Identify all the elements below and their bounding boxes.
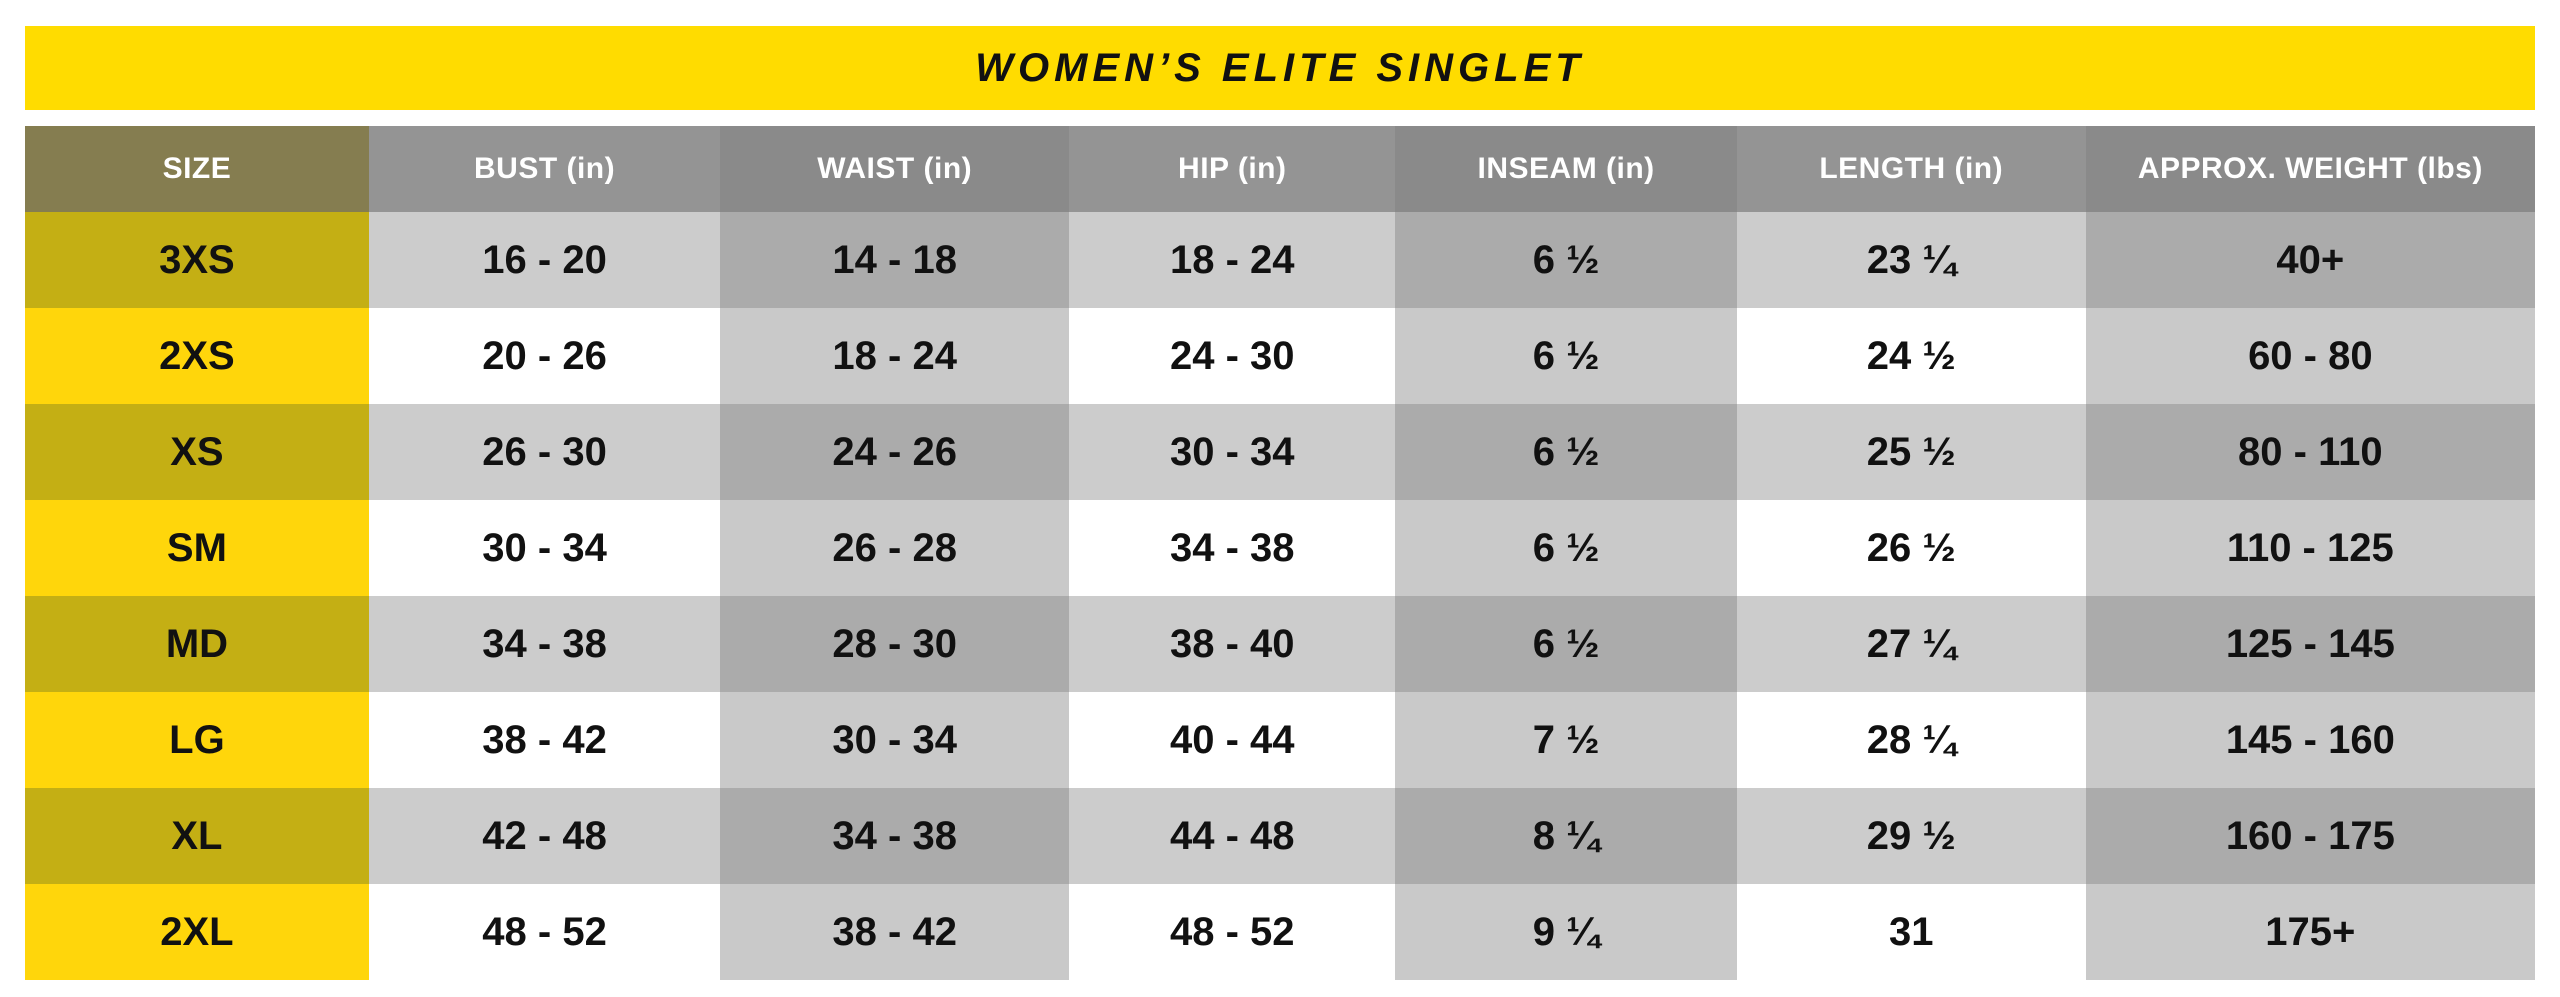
value-cell: 44 - 48 <box>1069 788 1396 884</box>
table-row: MD 34 - 38 28 - 30 38 - 40 6 ½ 27 ¼ 125 - 145 <box>25 596 2535 692</box>
value-cell: 40 - 44 <box>1069 692 1396 788</box>
value-cell: 6 ½ <box>1395 212 1737 308</box>
value-cell: 26 - 30 <box>368 404 721 500</box>
value-cell: 48 - 52 <box>368 884 721 980</box>
value-cell: 34 - 38 <box>720 788 1070 884</box>
header-row: SIZE BUST (in) WAIST (in) HIP (in) INSEAM (i… <box>25 126 2535 212</box>
value-cell: 29 ½ <box>1736 788 2086 884</box>
value-cell: 30 - 34 <box>720 692 1070 788</box>
value-cell: 28 - 30 <box>720 596 1070 692</box>
value-cell: 8 ¼ <box>1395 788 1737 884</box>
value-cell: 30 - 34 <box>1069 404 1396 500</box>
size-cell: 2XS <box>25 308 369 404</box>
size-cell: 3XS <box>25 212 369 308</box>
value-cell: 34 - 38 <box>1069 500 1396 596</box>
value-cell: 28 ¼ <box>1736 692 2086 788</box>
value-cell: 26 ½ <box>1736 500 2086 596</box>
column-header: APPROX. WEIGHT (lbs) <box>2085 126 2535 212</box>
size-cell: XL <box>25 788 369 884</box>
value-cell: 26 - 28 <box>720 500 1070 596</box>
size-cell: LG <box>25 692 369 788</box>
value-cell: 25 ½ <box>1736 404 2086 500</box>
value-cell: 175+ <box>2085 884 2535 980</box>
value-cell: 23 ¼ <box>1736 212 2086 308</box>
value-cell: 24 ½ <box>1736 308 2086 404</box>
size-cell: XS <box>25 404 369 500</box>
value-cell: 6 ½ <box>1395 308 1737 404</box>
value-cell: 60 - 80 <box>2085 308 2535 404</box>
table-row: XS 26 - 30 24 - 26 30 - 34 6 ½ 25 ½ 80 - 110 <box>25 404 2535 500</box>
value-cell: 18 - 24 <box>1069 212 1396 308</box>
page-title: WOMEN’S ELITE SINGLET <box>975 45 1585 90</box>
table-row: 2XL 48 - 52 38 - 42 48 - 52 9 ¼ 31 175+ <box>25 884 2535 980</box>
value-cell: 48 - 52 <box>1069 884 1396 980</box>
value-cell: 6 ½ <box>1395 404 1737 500</box>
table-row: SM 30 - 34 26 - 28 34 - 38 6 ½ 26 ½ 110 - 125 <box>25 500 2535 596</box>
value-cell: 16 - 20 <box>368 212 721 308</box>
value-cell: 110 - 125 <box>2085 500 2535 596</box>
column-header: INSEAM (in) <box>1395 126 1737 212</box>
title-bar: WOMEN’S ELITE SINGLET <box>25 26 2535 110</box>
size-table: SIZE BUST (in) WAIST (in) HIP (in) INSEAM (i… <box>25 126 2535 980</box>
value-cell: 14 - 18 <box>720 212 1070 308</box>
value-cell: 20 - 26 <box>368 308 721 404</box>
value-cell: 145 - 160 <box>2085 692 2535 788</box>
table-row: LG 38 - 42 30 - 34 40 - 44 7 ½ 28 ¼ 145 - 160 <box>25 692 2535 788</box>
table-row: 2XS 20 - 26 18 - 24 24 - 30 6 ½ 24 ½ 60 - 80 <box>25 308 2535 404</box>
column-header: HIP (in) <box>1069 126 1396 212</box>
column-header: WAIST (in) <box>720 126 1070 212</box>
value-cell: 30 - 34 <box>368 500 721 596</box>
value-cell: 125 - 145 <box>2085 596 2535 692</box>
value-cell: 31 <box>1736 884 2086 980</box>
value-cell: 6 ½ <box>1395 500 1737 596</box>
value-cell: 40+ <box>2085 212 2535 308</box>
value-cell: 7 ½ <box>1395 692 1737 788</box>
value-cell: 6 ½ <box>1395 596 1737 692</box>
value-cell: 80 - 110 <box>2085 404 2535 500</box>
value-cell: 27 ¼ <box>1736 596 2086 692</box>
size-cell: MD <box>25 596 369 692</box>
table-row: XL 42 - 48 34 - 38 44 - 48 8 ¼ 29 ½ 160 - 175 <box>25 788 2535 884</box>
size-cell: 2XL <box>25 884 369 980</box>
value-cell: 38 - 42 <box>368 692 721 788</box>
value-cell: 24 - 30 <box>1069 308 1396 404</box>
value-cell: 42 - 48 <box>368 788 721 884</box>
column-header: BUST (in) <box>368 126 721 212</box>
table-body: 3XS 16 - 20 14 - 18 18 - 24 6 ½ 23 ¼ 40+ 2XS 20 … <box>25 212 2535 980</box>
value-cell: 38 - 40 <box>1069 596 1396 692</box>
table-row: 3XS 16 - 20 14 - 18 18 - 24 6 ½ 23 ¼ 40+ <box>25 212 2535 308</box>
size-cell: SM <box>25 500 369 596</box>
column-header: LENGTH (in) <box>1736 126 2086 212</box>
value-cell: 160 - 175 <box>2085 788 2535 884</box>
value-cell: 38 - 42 <box>720 884 1070 980</box>
value-cell: 24 - 26 <box>720 404 1070 500</box>
value-cell: 18 - 24 <box>720 308 1070 404</box>
value-cell: 9 ¼ <box>1395 884 1737 980</box>
size-column-header: SIZE <box>25 126 369 212</box>
value-cell: 34 - 38 <box>368 596 721 692</box>
table-header: SIZE BUST (in) WAIST (in) HIP (in) INSEAM (i… <box>25 126 2535 212</box>
